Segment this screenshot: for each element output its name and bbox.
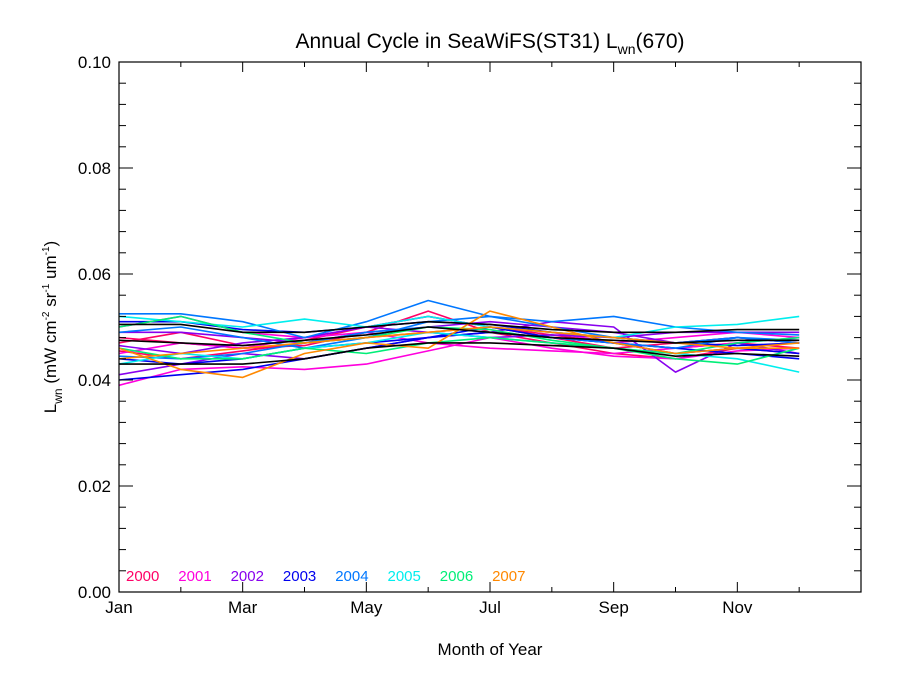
legend-item-2005: 2005	[388, 568, 421, 585]
y-tick-label: 0.04	[78, 371, 111, 390]
y-tick-label: 0.08	[78, 159, 111, 178]
series-line-23	[118, 326, 800, 347]
y-tick-label: 0.02	[78, 477, 111, 496]
series-line-22	[119, 342, 800, 365]
x-tick-label-mar: Mar	[228, 598, 258, 617]
legend-item-2007: 2007	[492, 568, 525, 585]
legend-item-2002: 2002	[231, 568, 264, 585]
legend-item-2001: 2001	[178, 568, 211, 585]
legend-item-2006: 2006	[440, 568, 473, 585]
series-line-24	[119, 320, 800, 334]
series-line-16	[118, 315, 800, 339]
legend-item-2003: 2003	[283, 568, 316, 585]
series-line-4	[118, 336, 800, 387]
y-label-part-3: sr	[41, 292, 60, 311]
y-tick-label: 0.00	[78, 583, 111, 602]
series-line-17	[118, 331, 800, 373]
y-axis-label: Lwn (mW cm-2 sr-1 um-1)	[41, 241, 65, 413]
y-label-part-1: (mW cm	[41, 320, 60, 388]
y-label-part-5: um	[41, 255, 60, 283]
x-tick-label-jul: Jul	[479, 598, 501, 617]
chart-title-subscript: wn	[617, 41, 636, 57]
series-line-19	[118, 336, 800, 360]
y-label-part-4: -1	[41, 283, 52, 292]
series-line-13	[119, 299, 800, 339]
y-tick-label: 0.06	[78, 265, 111, 284]
chart-title-main: Annual Cycle in SeaWiFS(ST31) L	[295, 30, 617, 53]
x-tick-label-nov: Nov	[722, 598, 753, 617]
y-label-part-2: -2	[41, 311, 52, 320]
chart-title-end: (670)	[636, 30, 685, 53]
legend-item-2004: 2004	[335, 568, 368, 585]
legend-item-2000: 2000	[126, 568, 159, 585]
y-label-subscript: wn	[51, 388, 65, 404]
series-line-5	[118, 331, 800, 355]
y-label-part-7: )	[41, 241, 60, 247]
y-label-part-6: -1	[41, 246, 52, 255]
x-axis-label: Month of Year	[438, 640, 543, 659]
chart-title: Annual Cycle in SeaWiFS(ST31) Lwn(670)	[295, 30, 684, 57]
series-line-18	[118, 315, 800, 365]
legend: 2000 2001 2002 2003 2004 2005 2006 2007	[126, 568, 525, 585]
x-tick-label-jan: Jan	[105, 598, 132, 617]
tick-layer: Jan Mar May Jul Sep Nov 0.00 0.02 0.04 0.06 0.08 0.…	[78, 53, 861, 617]
y-label-symbol: L	[41, 404, 60, 413]
series-layer	[118, 299, 800, 387]
x-tick-label-may: May	[350, 598, 383, 617]
x-tick-label-sep: Sep	[599, 598, 629, 617]
y-tick-label: 0.10	[78, 53, 111, 72]
